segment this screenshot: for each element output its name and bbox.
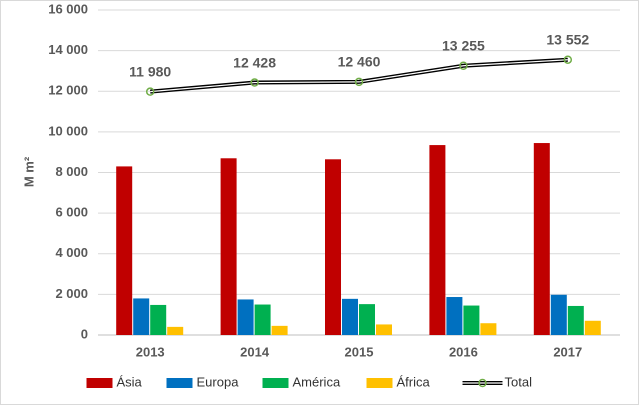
x-tick-label: 2013 bbox=[136, 344, 165, 359]
bar bbox=[237, 299, 254, 335]
bar bbox=[220, 158, 237, 335]
bar bbox=[116, 166, 133, 335]
data-label: 13 255 bbox=[442, 37, 485, 53]
legend: Ásia Europa América África Total bbox=[86, 374, 533, 389]
legend-swatch bbox=[262, 378, 289, 388]
line-marker bbox=[354, 77, 364, 87]
data-label: 11 980 bbox=[129, 63, 171, 79]
bar bbox=[533, 143, 550, 335]
legend-label: América bbox=[293, 374, 341, 389]
bar bbox=[463, 305, 480, 335]
line-marker bbox=[145, 87, 155, 96]
line-marker bbox=[459, 61, 468, 71]
bar bbox=[429, 145, 446, 335]
x-tick-label: 2016 bbox=[449, 344, 478, 359]
bar bbox=[584, 320, 601, 335]
y-tick-label: 12 000 bbox=[48, 83, 88, 98]
legend-marker bbox=[478, 378, 487, 388]
y-tick-label: 0 bbox=[81, 326, 88, 341]
line-marker bbox=[563, 55, 573, 64]
y-tick-label: 8 000 bbox=[55, 164, 88, 179]
bar bbox=[150, 304, 167, 335]
legend-swatch bbox=[166, 378, 193, 388]
legend-swatch bbox=[86, 378, 113, 388]
y-axis-label: M m² bbox=[21, 156, 36, 187]
x-tick-label: 2017 bbox=[553, 344, 582, 359]
line-marker bbox=[250, 78, 259, 87]
bar bbox=[271, 325, 288, 335]
x-tick-label: 2015 bbox=[345, 344, 374, 359]
legend-swatch bbox=[366, 378, 393, 388]
y-tick-label: 4 000 bbox=[55, 245, 88, 260]
bar bbox=[254, 304, 271, 335]
bar bbox=[567, 305, 584, 335]
bar bbox=[446, 297, 463, 335]
bar bbox=[133, 298, 150, 335]
data-label: 12 460 bbox=[338, 54, 381, 70]
y-tick-label: 16 000 bbox=[48, 1, 88, 16]
bar bbox=[550, 294, 567, 335]
y-tick-label: 2 000 bbox=[55, 286, 88, 301]
data-label: 12 428 bbox=[233, 54, 276, 70]
legend-label: Ásia bbox=[117, 374, 143, 389]
bar bbox=[325, 159, 341, 335]
y-tick-label: 6 000 bbox=[55, 205, 88, 220]
legend-label: Total bbox=[505, 374, 533, 389]
bar bbox=[480, 323, 497, 335]
data-label: 13 552 bbox=[546, 31, 589, 47]
legend-label: Europa bbox=[197, 374, 240, 389]
bar bbox=[376, 324, 392, 335]
x-tick-label: 2014 bbox=[240, 344, 270, 359]
line-inner bbox=[150, 59, 568, 93]
y-tick-label: 14 000 bbox=[48, 42, 88, 57]
y-tick-label: 10 000 bbox=[48, 123, 88, 138]
bar bbox=[167, 326, 184, 335]
bar bbox=[342, 298, 358, 335]
bar bbox=[359, 304, 375, 335]
legend-label: África bbox=[397, 374, 431, 389]
